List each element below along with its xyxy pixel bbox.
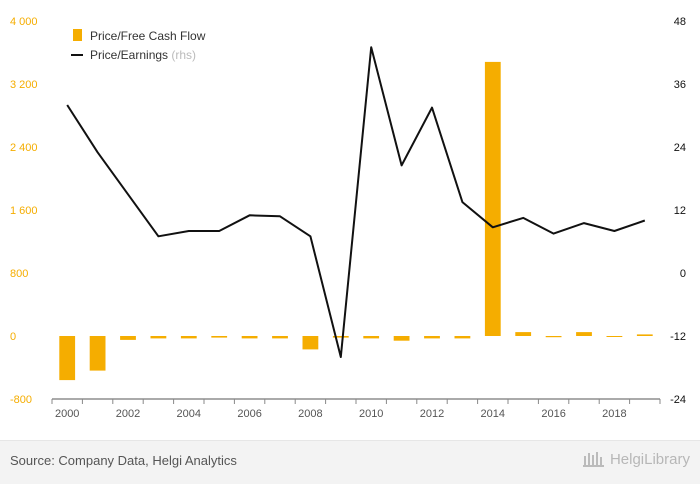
- footer-bar: Source: Company Data, Helgi Analytics He…: [0, 440, 700, 484]
- left-axis-label: 0: [10, 331, 16, 343]
- x-tick-label: 2014: [481, 408, 505, 420]
- bar-2015: [515, 332, 531, 336]
- bar-2016: [546, 336, 562, 337]
- bar-2013: [455, 336, 471, 338]
- left-axis-label: 4 000: [10, 16, 38, 28]
- bar-2018: [607, 336, 623, 337]
- bar-2000: [59, 336, 75, 380]
- x-tick-label: 2008: [298, 408, 322, 420]
- bar-2011: [394, 336, 410, 341]
- x-tick-label: 2004: [177, 408, 201, 420]
- left-axis-label: 3 200: [10, 79, 38, 91]
- bar-2003: [151, 336, 167, 338]
- brand-name: HelgiLibrary: [610, 451, 690, 468]
- bar-2004: [181, 336, 197, 338]
- legend-label-price-fcf: Price/Free Cash Flow: [90, 29, 206, 43]
- library-icon: [582, 450, 606, 468]
- left-axis-label: 1 600: [10, 205, 38, 217]
- chart: 2000 2002 2004 2006 2008 2010 2012 2014 2016 2018…: [0, 0, 700, 440]
- legend-swatch-price-fcf: [73, 29, 82, 41]
- x-tick-label: 2012: [420, 408, 444, 420]
- x-tick-label: 2018: [602, 408, 626, 420]
- line-price-earnings: [67, 47, 645, 357]
- right-axis-label: 36: [674, 79, 686, 91]
- brand-logo: HelgiLibrary: [582, 450, 690, 468]
- x-tick-label: 2002: [116, 408, 140, 420]
- x-tick-label: 2006: [237, 408, 261, 420]
- left-axis-label: 2 400: [10, 142, 38, 154]
- bar-2008: [303, 336, 319, 349]
- left-axis-label: -800: [10, 394, 32, 406]
- bar-2002: [120, 336, 136, 340]
- left-axis-label: 800: [10, 268, 28, 280]
- bar-2017: [576, 332, 592, 336]
- bar-2006: [242, 336, 258, 338]
- right-axis-label: 24: [674, 142, 686, 154]
- bar-2005: [211, 336, 227, 338]
- bar-2001: [90, 336, 106, 371]
- right-axis-label: -24: [670, 394, 686, 406]
- right-axis-label: 0: [680, 268, 686, 280]
- right-axis-label: 48: [674, 16, 686, 28]
- source-note: Source: Company Data, Helgi Analytics: [10, 453, 237, 468]
- bar-2019: [637, 334, 653, 336]
- bar-2010: [363, 336, 379, 338]
- x-tick-label: 2000: [55, 408, 79, 420]
- right-axis-label: -12: [670, 331, 686, 343]
- bar-2007: [272, 336, 288, 338]
- bar-2014: [485, 62, 501, 336]
- legend-rhs-note: (rhs): [171, 48, 196, 62]
- bar-2012: [424, 336, 440, 338]
- x-tick-label: 2016: [541, 408, 565, 420]
- legend-label-price-earnings: Price/Earnings (rhs): [90, 48, 196, 62]
- right-axis-label: 12: [674, 205, 686, 217]
- x-tick-label: 2010: [359, 408, 383, 420]
